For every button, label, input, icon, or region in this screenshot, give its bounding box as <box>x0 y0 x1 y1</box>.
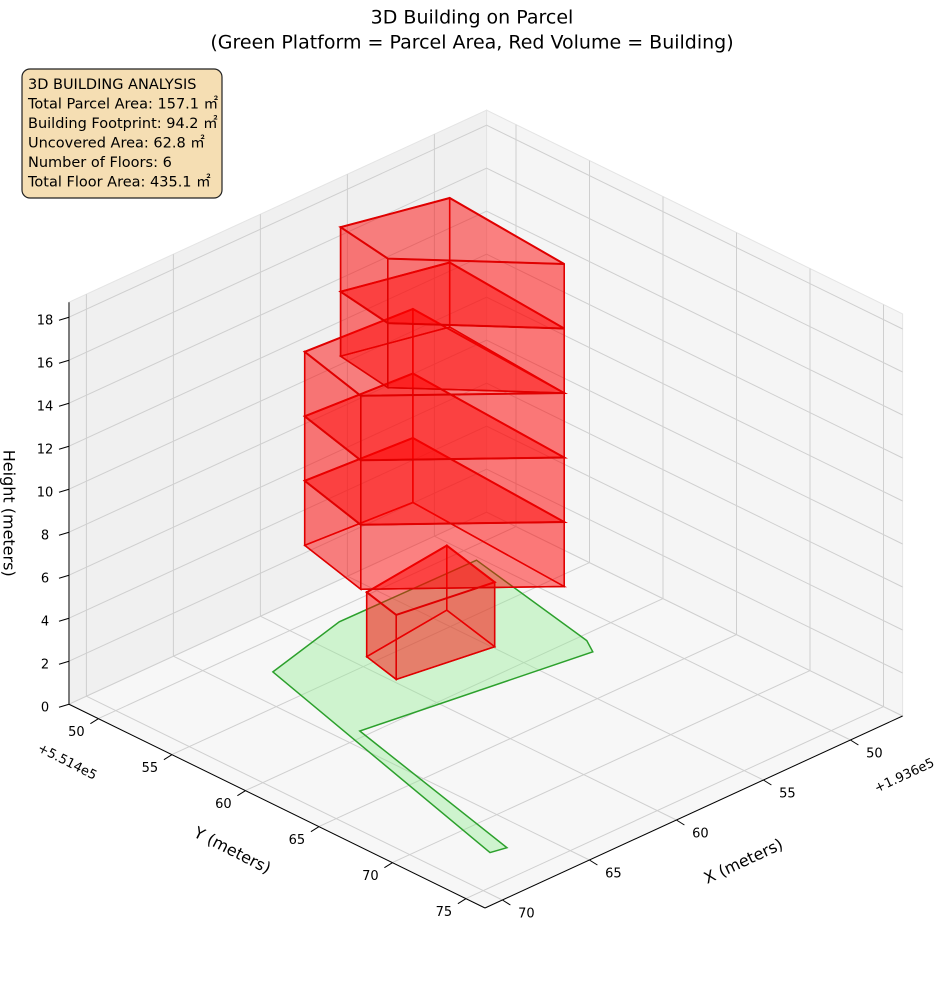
tick-mark <box>58 488 70 493</box>
floor-top <box>338 196 565 265</box>
z-tick-label: 16 <box>37 357 54 372</box>
annotation-line: Total Floor Area: 435.1 ㎡ <box>27 174 211 191</box>
y-offset: +5.514e5 <box>35 741 99 784</box>
tick-mark <box>310 826 320 833</box>
grid-line <box>68 425 903 631</box>
tick-mark <box>163 754 173 761</box>
x-offset: +1.936e5 <box>872 756 937 797</box>
y-tick-label: 60 <box>215 797 232 812</box>
grid-line <box>68 382 903 588</box>
tick-mark <box>850 739 859 746</box>
building-face <box>360 392 565 462</box>
x-tick-label: 70 <box>518 907 535 922</box>
building-face <box>387 257 565 330</box>
grid-line <box>68 296 903 502</box>
tick-mark <box>58 531 70 536</box>
tick-mark <box>676 819 685 826</box>
tick-mark <box>58 660 70 665</box>
z-tick-label: 8 <box>41 529 49 544</box>
annotation-line: 3D BUILDING ANALYSIS <box>28 77 196 93</box>
tick-mark <box>237 790 246 797</box>
x-tick-label: 55 <box>779 787 796 802</box>
tick-mark <box>90 718 99 725</box>
z-tick-label: 12 <box>37 443 54 458</box>
z-tick-label: 6 <box>41 572 49 587</box>
annotation-line: Uncovered Area: 62.8 ㎡ <box>28 135 205 152</box>
tick-mark <box>502 899 511 906</box>
grid-line <box>68 339 903 545</box>
tick-mark <box>58 359 70 364</box>
grid-line <box>68 468 903 674</box>
z-tick-label: 2 <box>41 658 49 673</box>
annotation-line: Number of Floors: 6 <box>28 155 172 171</box>
tick-mark <box>589 859 598 866</box>
building-face <box>360 521 565 591</box>
z-tick-label: 18 <box>37 314 54 329</box>
tick-mark <box>58 703 70 708</box>
tick-mark <box>58 617 70 622</box>
chart-title: 3D Building on Parcel <box>371 7 574 29</box>
grid-line <box>68 210 903 416</box>
annotation-line: Total Parcel Area: 157.1 ㎡ <box>27 96 219 113</box>
y-tick-label: 55 <box>142 761 159 776</box>
annotation-box <box>21 68 223 199</box>
parcel <box>271 559 594 854</box>
grid-line <box>68 511 903 717</box>
floor-top <box>364 544 497 617</box>
z-tick-label: 10 <box>37 486 54 501</box>
x-tick-label: 65 <box>605 867 622 882</box>
floor-top <box>302 307 568 397</box>
y-axis <box>68 703 486 909</box>
annotation-line: Building Footprint: 94.2 ㎡ <box>28 115 218 132</box>
x-tick-label: 60 <box>692 827 709 842</box>
x-tick-label: 50 <box>866 747 883 762</box>
building-face <box>387 322 565 394</box>
z-axis-label: Height (meters) <box>0 450 19 577</box>
z-tick-label: 0 <box>41 701 49 716</box>
tick-mark <box>58 445 70 450</box>
z-tick-label: 14 <box>37 400 54 415</box>
tick-mark <box>58 402 70 407</box>
grid-line <box>68 167 903 373</box>
tick-mark <box>58 316 70 321</box>
x-axis <box>484 715 903 909</box>
y-tick-label: 70 <box>362 869 379 884</box>
tick-mark <box>58 574 70 579</box>
chart-subtitle: (Green Platform = Parcel Area, Red Volum… <box>210 32 733 54</box>
y-axis-label: Y (meters) <box>190 822 274 877</box>
y-tick-label: 65 <box>289 833 306 848</box>
tick-mark <box>457 898 467 905</box>
tick-mark <box>763 779 772 786</box>
x-axis-label: X (meters) <box>701 835 786 888</box>
building-face <box>360 456 565 526</box>
grid-line <box>68 124 903 330</box>
tick-mark <box>384 862 393 869</box>
y-tick-label: 50 <box>68 725 85 740</box>
grid-line <box>68 253 903 459</box>
y-tick-label: 75 <box>436 905 453 920</box>
z-tick-label: 4 <box>41 615 49 630</box>
